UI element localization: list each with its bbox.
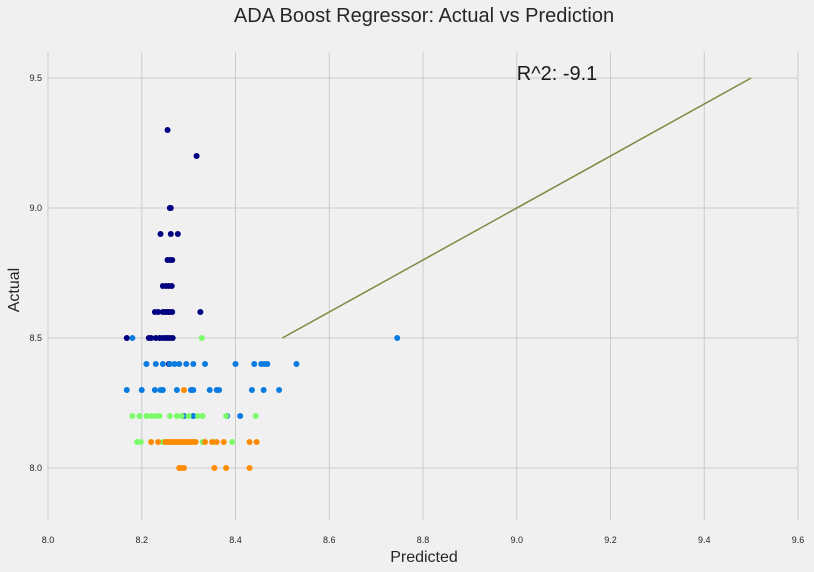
x-tick-label: 8.4 (229, 535, 242, 545)
data-point (248, 387, 255, 393)
data-point (171, 361, 178, 367)
data-point (169, 335, 176, 341)
series-0 (123, 127, 204, 367)
data-point (246, 465, 253, 471)
data-point (155, 309, 162, 315)
data-point (180, 387, 187, 393)
data-point (138, 387, 145, 393)
data-point (152, 361, 159, 367)
data-point (213, 439, 220, 445)
x-tick-label: 9.4 (698, 535, 711, 545)
data-point (166, 361, 173, 367)
data-point (185, 413, 192, 419)
data-point (166, 413, 173, 419)
y-tick-label: 8.0 (29, 463, 42, 473)
data-point (157, 231, 164, 237)
data-point (198, 335, 205, 341)
data-point (190, 413, 197, 419)
data-point (173, 387, 180, 393)
data-point (155, 439, 162, 445)
data-point (264, 361, 271, 367)
data-point (216, 387, 223, 393)
data-point (197, 309, 204, 315)
x-tick-label: 8.2 (135, 535, 148, 545)
data-point (220, 439, 227, 445)
data-point (209, 439, 216, 445)
r2-annotation: R^2: -9.1 (517, 63, 598, 85)
data-point (232, 361, 239, 367)
data-point (211, 465, 218, 471)
data-point (229, 439, 236, 445)
data-point (129, 335, 136, 341)
data-point (202, 361, 209, 367)
data-point (173, 413, 180, 419)
data-point (123, 335, 130, 341)
data-point (223, 465, 230, 471)
data-point (164, 127, 171, 133)
data-point (394, 335, 401, 341)
tick-labels: 8.0 8.2 8.4 8.6 8.8 9.0 9.2 9.4 9.6 8.0 8.5 9.0 9.5 (29, 73, 804, 545)
series-1 (123, 335, 401, 419)
x-tick-label: 9.2 (604, 535, 617, 545)
data-point (195, 413, 201, 419)
data-point (136, 413, 143, 419)
reference-line-segment (282, 77, 752, 339)
data-point (123, 387, 130, 393)
data-point (129, 413, 136, 419)
reference-line (282, 77, 752, 339)
data-point (293, 361, 300, 367)
chart-title: ADA Boost Regressor: Actual vs Predictio… (234, 5, 614, 27)
data-point (178, 413, 185, 419)
data-point (137, 439, 144, 445)
x-tick-label: 8.8 (417, 535, 430, 545)
x-tick-label: 8.0 (42, 535, 55, 545)
data-point (151, 387, 158, 393)
data-point (143, 413, 150, 419)
data-point (190, 387, 197, 393)
y-tick-label: 8.5 (29, 333, 42, 343)
data-point (169, 309, 176, 315)
data-point (169, 257, 176, 263)
data-point (174, 231, 181, 237)
x-tick-label: 9.6 (792, 535, 805, 545)
series-3 (148, 387, 260, 471)
data-point (168, 283, 175, 289)
data-point (276, 387, 283, 393)
data-point (252, 413, 259, 419)
data-point (159, 361, 166, 367)
data-point (260, 387, 267, 393)
data-point (183, 361, 190, 367)
data-point (206, 387, 213, 393)
data-point (223, 413, 230, 419)
y-axis-label: Actual (6, 268, 23, 312)
data-point (202, 439, 209, 445)
data-point (190, 361, 197, 367)
data-point (237, 413, 244, 419)
data-point (148, 439, 155, 445)
data-point (176, 361, 183, 367)
data-point (199, 413, 206, 419)
data-point (143, 361, 150, 367)
data-point (246, 439, 253, 445)
data-point (180, 465, 187, 471)
data-point (193, 153, 200, 159)
data-point (167, 231, 174, 237)
data-point (192, 439, 199, 445)
y-tick-label: 9.0 (29, 203, 42, 213)
x-tick-label: 9.0 (510, 535, 523, 545)
data-points (123, 127, 401, 471)
y-tick-label: 9.5 (29, 73, 42, 83)
data-point (148, 413, 155, 419)
data-point (148, 335, 155, 341)
data-point (159, 387, 166, 393)
data-point (167, 205, 174, 211)
data-point (253, 439, 260, 445)
data-point (156, 413, 163, 419)
x-tick-label: 8.6 (323, 535, 336, 545)
data-point (251, 361, 258, 367)
x-axis-label: Predicted (390, 549, 458, 566)
